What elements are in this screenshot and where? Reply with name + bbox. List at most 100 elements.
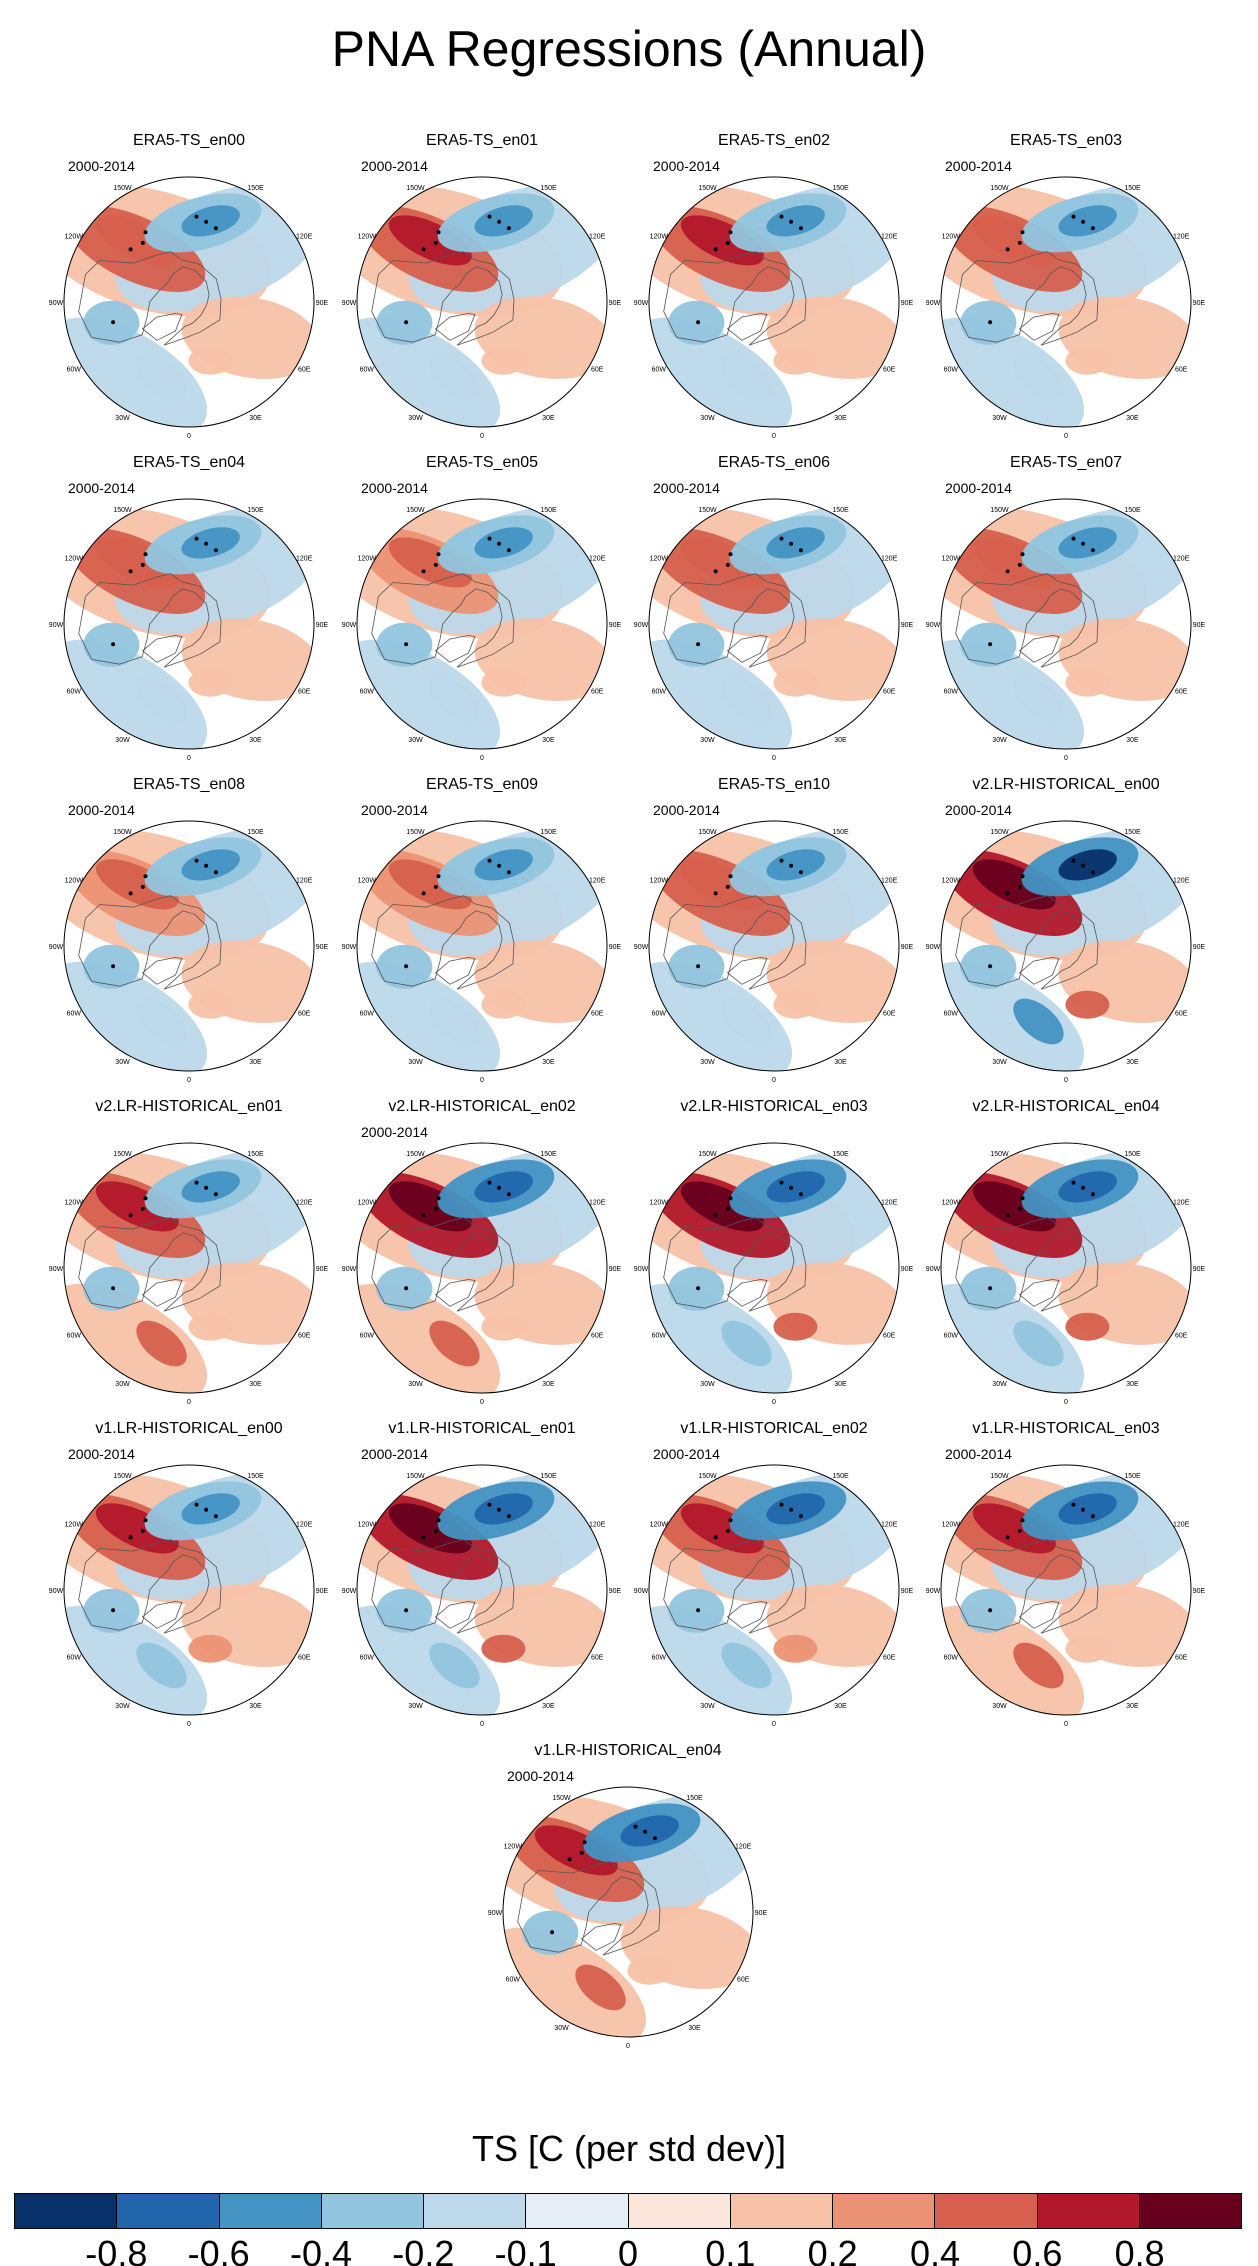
longitude-label: 60W xyxy=(67,367,82,374)
longitude-label: 30W xyxy=(408,1059,423,1066)
map-border xyxy=(940,176,1192,428)
longitude-label: 150W xyxy=(990,507,1009,514)
coastline xyxy=(434,635,476,663)
significance-dot xyxy=(213,226,218,231)
anomaly-contour xyxy=(474,1493,533,1525)
longitude-label: 120W xyxy=(358,878,377,885)
anomaly-contour xyxy=(188,990,233,1019)
anomaly-contour xyxy=(481,990,526,1019)
map-border xyxy=(648,820,900,1072)
significance-dot xyxy=(194,536,199,541)
significance-dot xyxy=(1005,1535,1010,1540)
panel-period-label: 2000-2014 xyxy=(361,1124,428,1140)
map-panel: v2.LR-HISTORICAL_en02 2000-2014 180 150E 120… xyxy=(337,1098,627,1418)
colorbar-swatch xyxy=(730,2194,833,2228)
significance-dot xyxy=(713,891,718,896)
panel-period-label: 2000-2014 xyxy=(68,480,135,496)
significance-dot xyxy=(111,964,116,969)
significance-dot xyxy=(433,1206,438,1211)
longitude-label: 0 xyxy=(480,1721,484,1728)
longitude-label: 30W xyxy=(554,2025,569,2032)
anomaly-contour xyxy=(721,354,772,401)
coastline xyxy=(78,573,222,668)
significance-dot xyxy=(404,1608,409,1613)
coastline xyxy=(663,895,807,990)
anomaly-contour xyxy=(773,990,818,1019)
longitude-label: 120W xyxy=(65,1200,84,1207)
longitude-label: 30W xyxy=(115,1381,130,1388)
anomaly-contour xyxy=(388,537,472,588)
significance-dot xyxy=(798,1192,803,1197)
significance-dot xyxy=(111,320,116,325)
longitude-label: 60W xyxy=(506,1977,521,1984)
significance-dot xyxy=(1090,1192,1095,1197)
significance-dot xyxy=(1081,863,1086,868)
significance-dot xyxy=(1071,536,1076,541)
significance-dot xyxy=(140,1206,145,1211)
longitude-label: 180 xyxy=(622,1782,634,1784)
significance-dot xyxy=(1081,1185,1086,1190)
colorbar-tick-label: 0.8 xyxy=(1114,2236,1165,2266)
panel-period-label: 2000-2014 xyxy=(653,802,720,818)
longitude-label: 60E xyxy=(298,1333,311,1340)
panel-period-label: 2000-2014 xyxy=(361,1446,428,1462)
longitude-label: 150E xyxy=(1124,507,1141,514)
longitude-label: 120W xyxy=(65,1522,84,1529)
longitude-label: 60W xyxy=(67,1333,82,1340)
polar-map: 180 150E 120E 90E 60E 30E 0 30W 60W 90W 120W 150W xyxy=(49,1138,329,1406)
significance-dot xyxy=(696,320,701,325)
anomaly-contour xyxy=(429,354,480,401)
map-panel: ERA5-TS_en04 2000-2014 180 150E 120E 90E 60E 30… xyxy=(44,454,334,774)
significance-dot xyxy=(128,891,133,896)
longitude-label: 120E xyxy=(881,1200,898,1207)
longitude-label: 30W xyxy=(992,1381,1007,1388)
panel-title: ERA5-TS_en03 xyxy=(1009,132,1123,149)
longitude-label: 120E xyxy=(1173,878,1190,885)
longitude-label: 0 xyxy=(480,755,484,762)
longitude-label: 90E xyxy=(609,1266,622,1273)
longitude-label: 180 xyxy=(476,1138,488,1140)
longitude-label: 60W xyxy=(67,689,82,696)
longitude-label: 150E xyxy=(832,507,849,514)
map-border xyxy=(940,820,1192,1072)
colorbar-tick-label: 0.6 xyxy=(1012,2236,1063,2266)
significance-dot xyxy=(1017,562,1022,567)
coastline xyxy=(78,1539,222,1634)
polar-map: 180 150E 120E 90E 60E 30E 0 30W 60W 90W 120W 150W xyxy=(49,816,329,1084)
longitude-label: 120E xyxy=(881,234,898,241)
longitude-label: 120W xyxy=(358,234,377,241)
panel-title: ERA5-TS_en00 xyxy=(132,132,246,149)
polar-map: 180 150E 120E 90E 60E 30E 0 30W 60W 90W 120W 150W xyxy=(926,172,1206,440)
anomaly-contour xyxy=(388,1503,472,1554)
longitude-label: 60E xyxy=(737,1977,750,1984)
longitude-label: 150E xyxy=(540,829,557,836)
anomaly-contour xyxy=(1065,346,1110,375)
anomaly-contour xyxy=(972,1503,1056,1554)
panel-period-label: 2000-2014 xyxy=(68,802,135,818)
anomaly-contour xyxy=(429,998,480,1045)
coastline xyxy=(726,957,768,985)
panel-period-label: 2000-2014 xyxy=(507,1768,574,1784)
longitude-label: 30E xyxy=(1126,1381,1139,1388)
longitude-label: 180 xyxy=(768,1138,780,1140)
significance-dot xyxy=(140,562,145,567)
longitude-label: 60W xyxy=(360,367,375,374)
longitude-label: 90E xyxy=(609,622,622,629)
longitude-label: 150W xyxy=(990,185,1009,192)
coastline xyxy=(1018,313,1060,341)
longitude-label: 120E xyxy=(589,234,606,241)
colorbar-swatch xyxy=(833,2194,936,2228)
anomaly-contour xyxy=(1058,205,1117,237)
anomaly-contour xyxy=(766,1171,825,1203)
longitude-label: 0 xyxy=(1064,1077,1068,1084)
anomaly-contour xyxy=(773,346,818,375)
significance-dot xyxy=(779,214,784,219)
longitude-label: 90E xyxy=(1193,300,1206,307)
anomaly-contour xyxy=(972,537,1056,588)
longitude-label: 0 xyxy=(1064,433,1068,440)
longitude-label: 120E xyxy=(296,1522,313,1529)
colorbar-label: TS [C (per std dev)] xyxy=(471,2128,787,2169)
significance-dot xyxy=(1071,214,1076,219)
longitude-label: 60W xyxy=(652,1655,667,1662)
longitude-label: 0 xyxy=(772,1399,776,1406)
